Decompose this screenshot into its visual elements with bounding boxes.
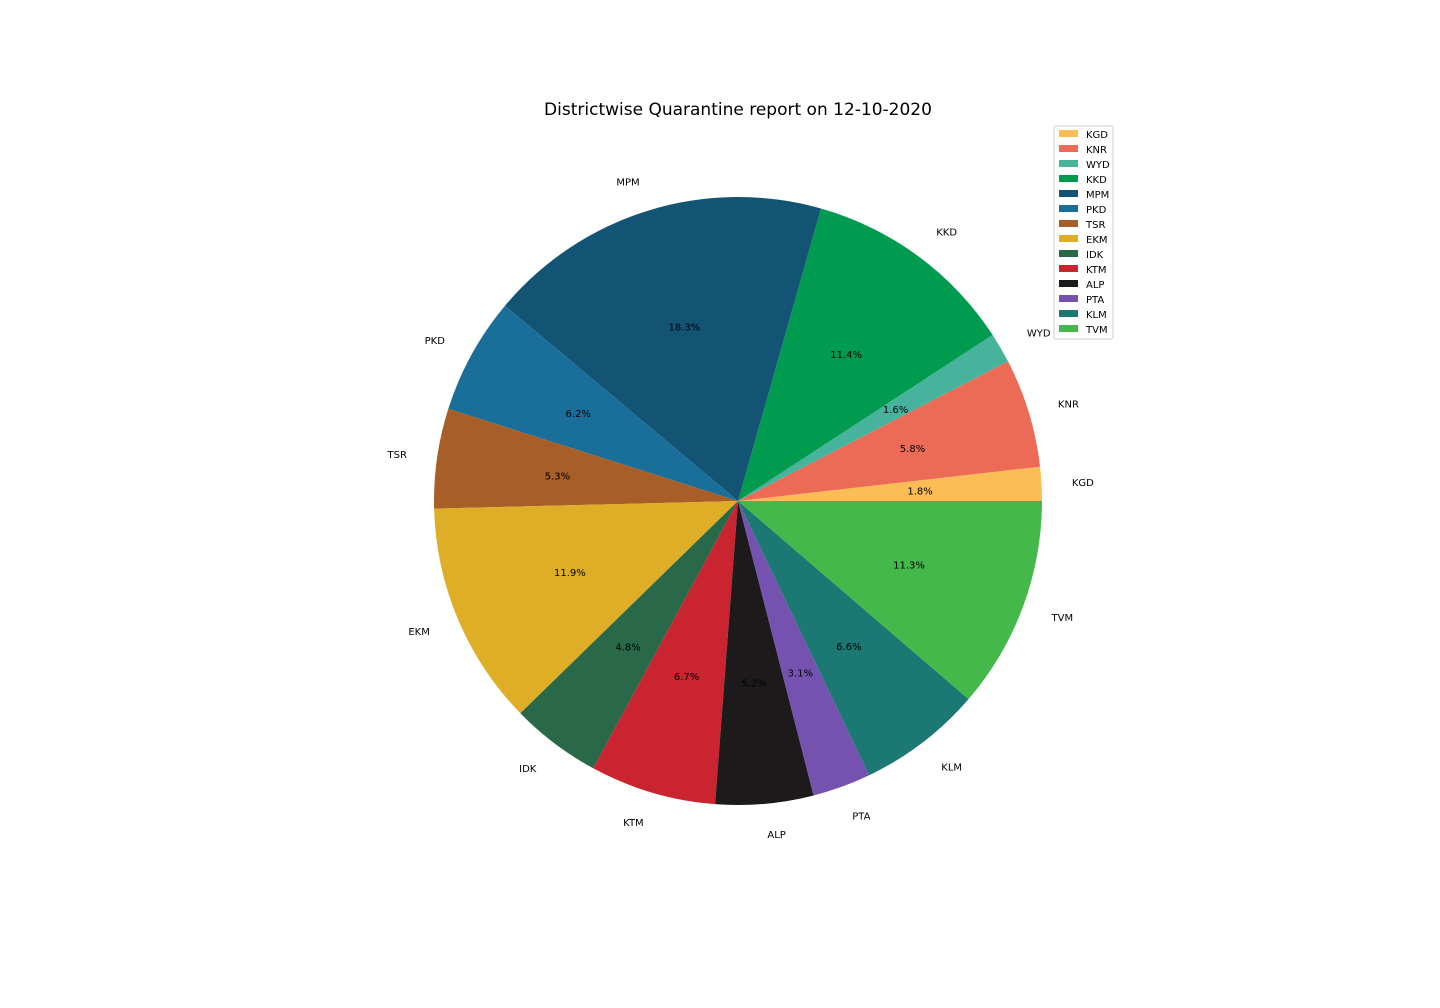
legend-label-ekm: EKM bbox=[1086, 235, 1108, 246]
slice-label-ktm: KTM bbox=[623, 818, 644, 829]
pie-slice-kkd bbox=[738, 208, 993, 502]
legend-frame bbox=[1053, 125, 1114, 340]
legend-label-ktm: KTM bbox=[1086, 265, 1107, 276]
legend-label-knr: KNR bbox=[1086, 145, 1107, 156]
slice-label-pta: PTA bbox=[852, 811, 870, 822]
percent-label-idk: 4.8% bbox=[615, 643, 640, 654]
percent-label-pta: 3.1% bbox=[788, 668, 813, 679]
pie-slice-alp bbox=[715, 501, 814, 805]
pie-slice-kgd bbox=[738, 466, 1042, 501]
legend-swatch-kgd bbox=[1059, 130, 1078, 137]
pie-slice-knr bbox=[738, 361, 1041, 501]
percent-label-mpm: 18.3% bbox=[668, 323, 700, 334]
legend-label-pta: PTA bbox=[1086, 295, 1104, 306]
pie-slice-pkd bbox=[448, 305, 738, 501]
legend-label-alp: ALP bbox=[1086, 280, 1104, 291]
pie-slice-wyd bbox=[738, 334, 1008, 501]
legend-swatch-tsr bbox=[1059, 220, 1078, 227]
percent-label-knr: 5.8% bbox=[900, 444, 925, 455]
legend-swatch-pkd bbox=[1059, 205, 1078, 212]
slice-label-ekm: EKM bbox=[408, 627, 430, 638]
slice-label-pkd: PKD bbox=[425, 336, 446, 347]
pie-slice-tvm bbox=[738, 501, 1042, 700]
pie-slices bbox=[434, 196, 1042, 805]
percent-label-klm: 6.6% bbox=[836, 642, 861, 653]
legend: KGD KNR WYD KKD MPM PKD TSR EKM IDK KTM ALP PTA KLM T… bbox=[1053, 125, 1114, 340]
pie-slice-tsr bbox=[434, 408, 738, 509]
legend-swatch-idk bbox=[1059, 250, 1078, 257]
legend-label-kgd: KGD bbox=[1086, 130, 1108, 141]
chart-title: Districtwise Quarantine report on 12-10-… bbox=[544, 100, 932, 120]
legend-label-klm: KLM bbox=[1086, 310, 1107, 321]
legend-swatch-kkd bbox=[1059, 175, 1078, 182]
legend-swatch-wyd bbox=[1059, 160, 1078, 167]
legend-label-wyd: WYD bbox=[1086, 160, 1110, 171]
legend-swatch-tvm bbox=[1059, 325, 1078, 332]
percent-label-tsr: 5.3% bbox=[545, 471, 570, 482]
percent-label-alp: 5.2% bbox=[741, 679, 766, 690]
slice-label-kkd: KKD bbox=[936, 228, 957, 239]
slice-label-wyd: WYD bbox=[1027, 329, 1051, 340]
slice-label-klm: KLM bbox=[941, 763, 962, 774]
slice-label-tvm: TVM bbox=[1051, 613, 1074, 624]
pie-slice-mpm bbox=[504, 196, 821, 501]
legend-label-tsr: TSR bbox=[1085, 220, 1105, 231]
legend-label-idk: IDK bbox=[1086, 250, 1104, 261]
pie-slice-pta bbox=[738, 501, 870, 796]
pie-slice-ktm bbox=[593, 501, 738, 805]
percent-label-ktm: 6.7% bbox=[674, 672, 699, 683]
slice-label-alp: ALP bbox=[767, 830, 785, 841]
legend-swatch-ktm bbox=[1059, 265, 1078, 272]
legend-label-tvm: TVM bbox=[1085, 325, 1108, 336]
slice-label-mpm: MPM bbox=[616, 177, 639, 188]
percent-label-wyd: 1.6% bbox=[883, 405, 908, 416]
legend-swatch-klm bbox=[1059, 310, 1078, 317]
legend-swatch-knr bbox=[1059, 145, 1078, 152]
legend-label-pkd: PKD bbox=[1086, 205, 1107, 216]
percent-labels: 1.8% 5.8% 1.6% 11.4% 18.3% 6.2% 5.3% 11.9% 4.8% 6… bbox=[545, 323, 933, 690]
slice-label-idk: IDK bbox=[519, 764, 537, 775]
legend-label-mpm: MPM bbox=[1086, 190, 1109, 201]
percent-label-kgd: 1.8% bbox=[907, 487, 932, 498]
pie-slice-ekm bbox=[434, 501, 738, 714]
legend-label-kkd: KKD bbox=[1086, 175, 1107, 186]
slice-label-knr: KNR bbox=[1058, 400, 1079, 411]
slice-label-tsr: TSR bbox=[387, 450, 407, 461]
percent-label-ekm: 11.9% bbox=[554, 568, 586, 579]
slice-label-kgd: KGD bbox=[1072, 478, 1094, 489]
legend-swatch-pta bbox=[1059, 295, 1078, 302]
legend-swatch-ekm bbox=[1059, 235, 1078, 242]
legend-items: KGD KNR WYD KKD MPM PKD TSR EKM IDK KTM ALP PTA KLM T… bbox=[1059, 130, 1110, 336]
legend-swatch-mpm bbox=[1059, 190, 1078, 197]
pie-slice-idk bbox=[520, 501, 738, 769]
pie-slice-klm bbox=[738, 501, 969, 776]
percent-label-tvm: 11.3% bbox=[893, 560, 925, 571]
percent-label-pkd: 6.2% bbox=[565, 409, 590, 420]
legend-swatch-alp bbox=[1059, 280, 1078, 287]
percent-label-kkd: 11.4% bbox=[830, 350, 862, 361]
slice-labels: KGD KNR WYD KKD MPM PKD TSR EKM IDK KTM ALP PTA KLM T… bbox=[387, 177, 1095, 841]
